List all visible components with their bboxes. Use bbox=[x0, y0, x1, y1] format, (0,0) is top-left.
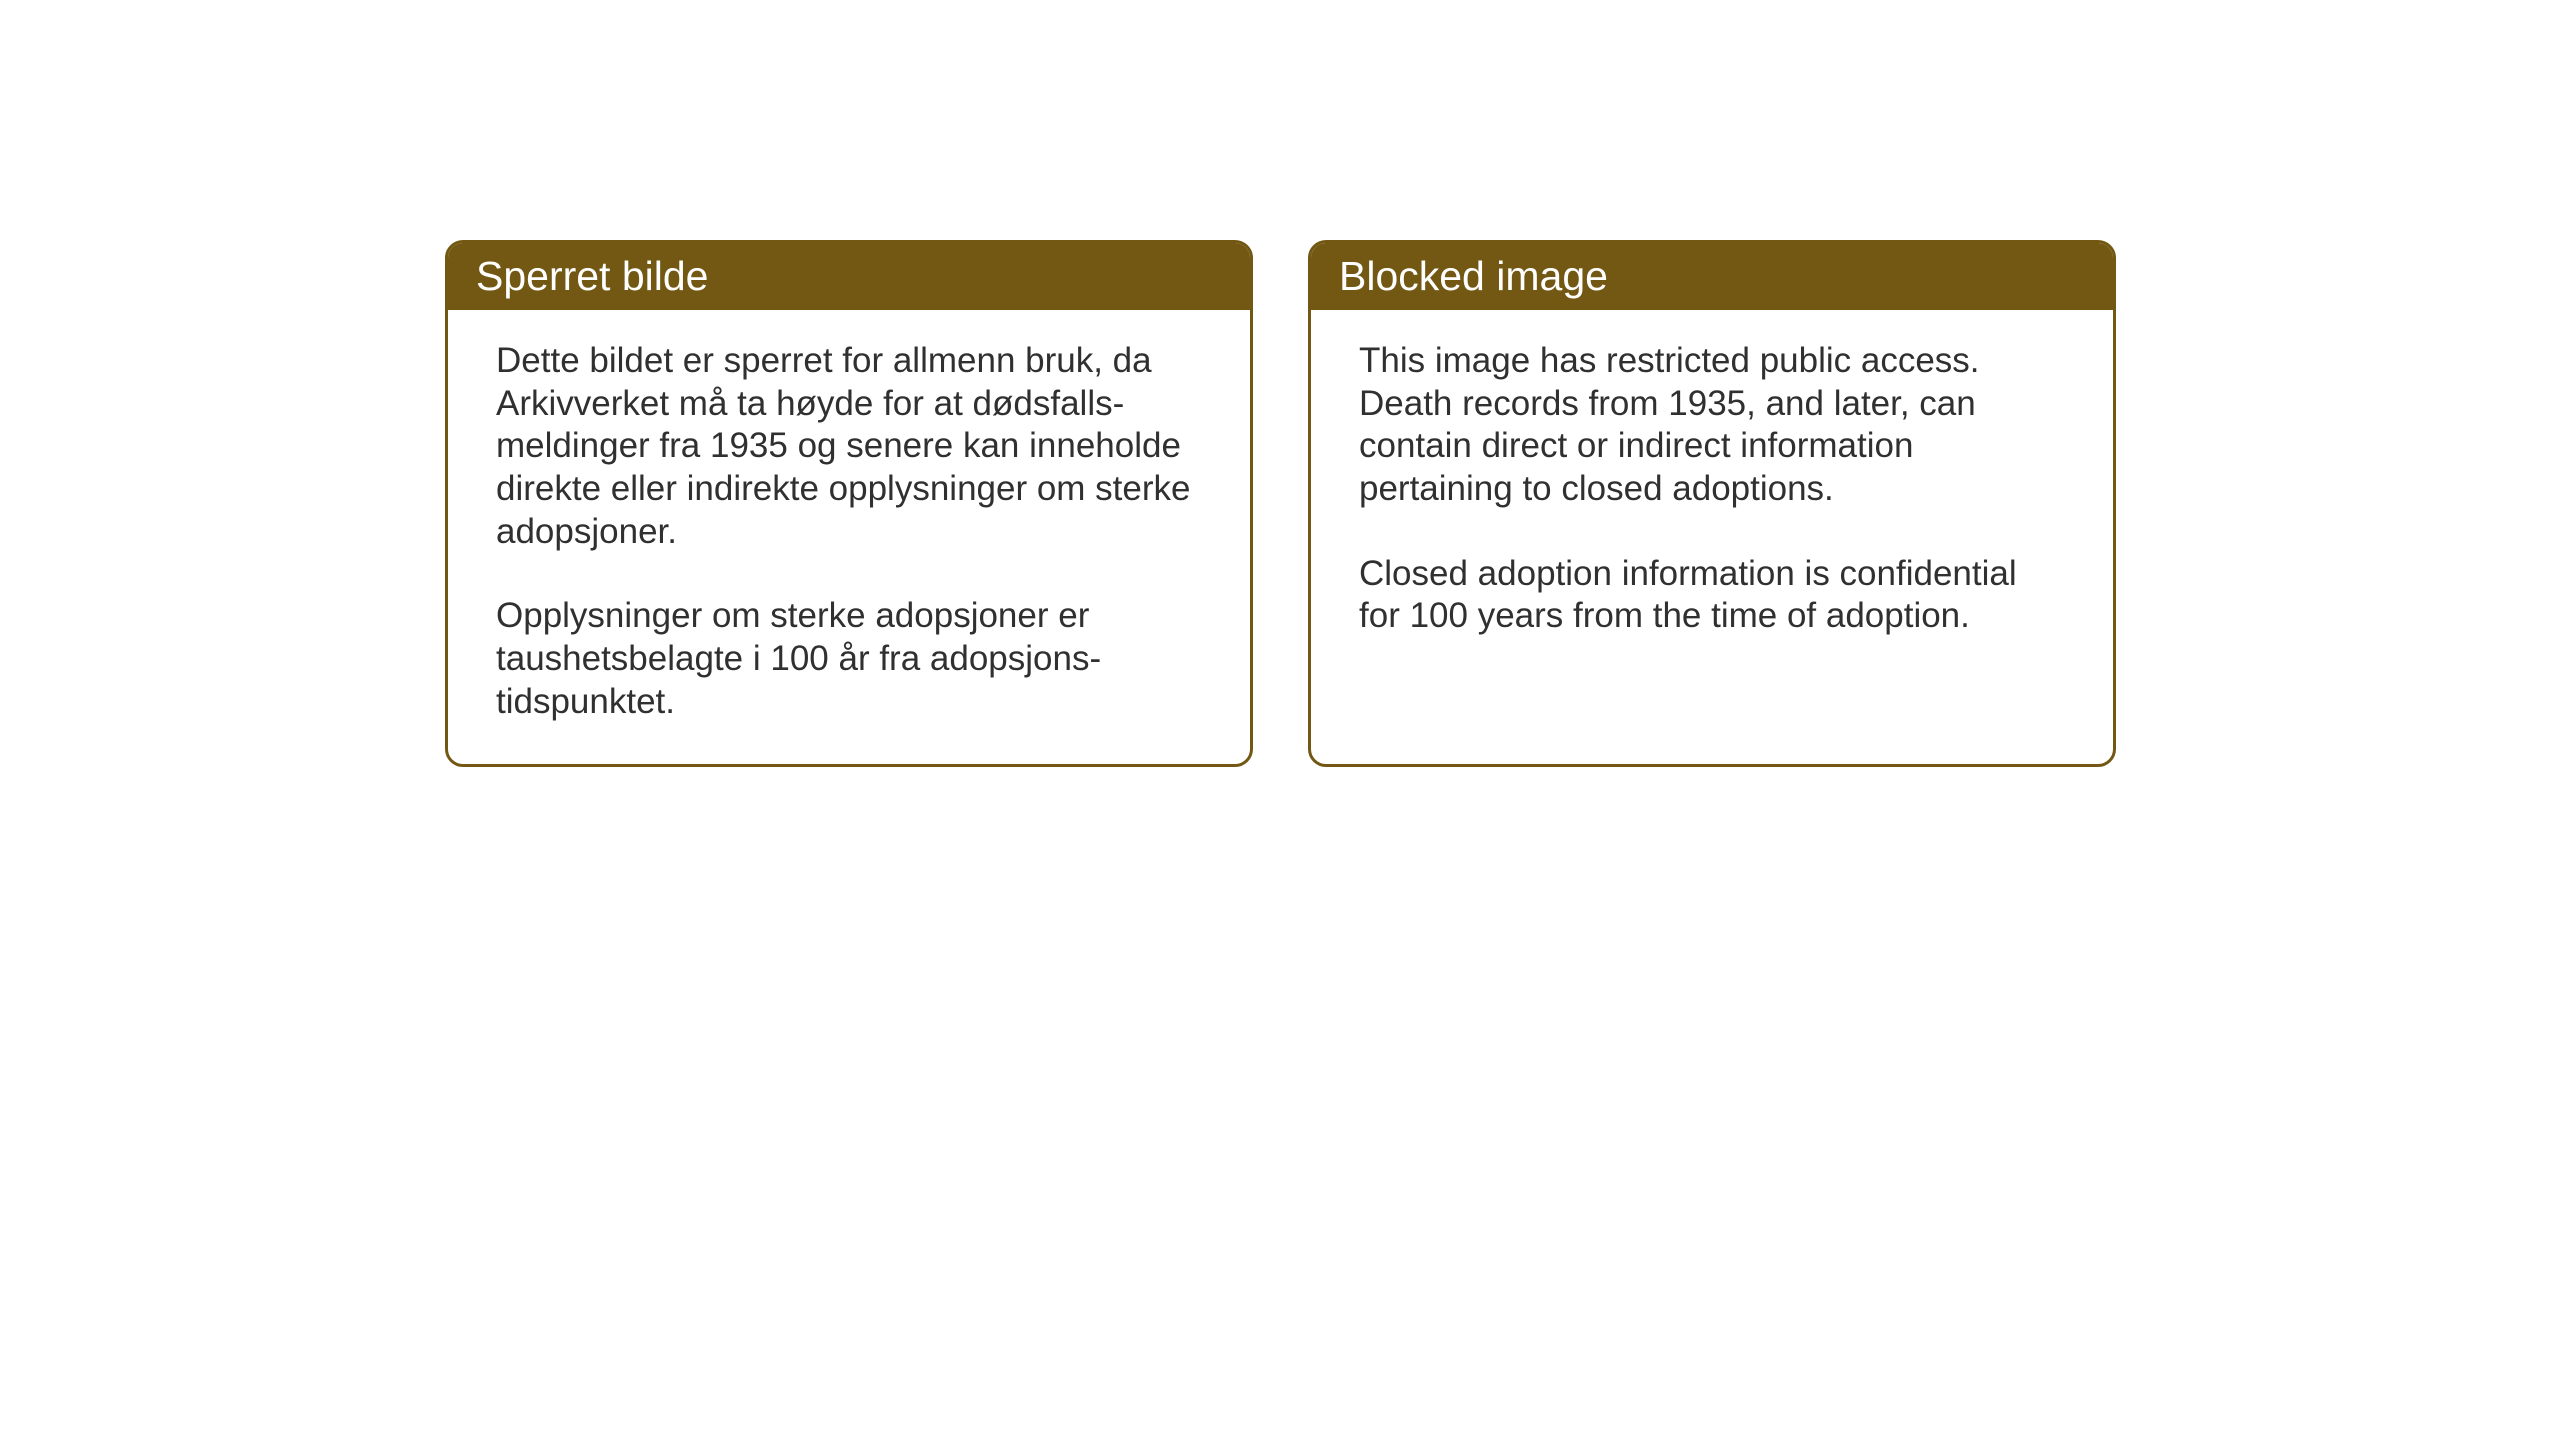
notice-card-english: Blocked image This image has restricted … bbox=[1308, 240, 2116, 767]
card-header-english: Blocked image bbox=[1311, 243, 2113, 310]
notice-card-norwegian: Sperret bilde Dette bildet er sperret fo… bbox=[445, 240, 1253, 767]
card-paragraph-norwegian-1: Dette bildet er sperret for allmenn bruk… bbox=[496, 340, 1202, 553]
card-body-norwegian: Dette bildet er sperret for allmenn bruk… bbox=[448, 310, 1250, 764]
card-title-english: Blocked image bbox=[1339, 253, 1608, 299]
card-body-english: This image has restricted public access.… bbox=[1311, 310, 2113, 733]
notice-container: Sperret bilde Dette bildet er sperret fo… bbox=[445, 240, 2116, 767]
card-paragraph-english-2: Closed adoption information is confident… bbox=[1359, 553, 2065, 638]
card-title-norwegian: Sperret bilde bbox=[476, 253, 708, 299]
card-paragraph-norwegian-2: Opplysninger om sterke adopsjoner er tau… bbox=[496, 595, 1202, 723]
card-header-norwegian: Sperret bilde bbox=[448, 243, 1250, 310]
card-paragraph-english-1: This image has restricted public access.… bbox=[1359, 340, 2065, 511]
